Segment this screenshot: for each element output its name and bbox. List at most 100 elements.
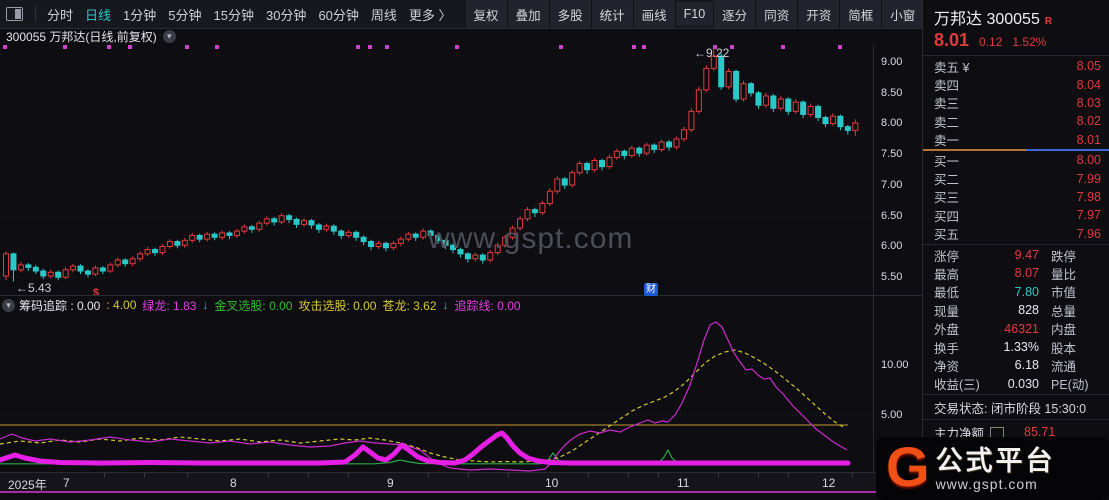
candle-up: [762, 92, 769, 108]
candle-up: [509, 225, 516, 240]
date-label-10: 10: [545, 476, 559, 490]
bid-queue: 买一 8.00 买二 7.99 买三 7.98 买四 7.97 买五 7.96: [923, 151, 1109, 243]
axis-tick: [104, 473, 105, 477]
ask-row[interactable]: 卖二 8.02: [923, 112, 1109, 130]
candle-down: [599, 158, 605, 171]
price-tick-6.50: 6.50: [881, 210, 903, 222]
info-row[interactable]: 最低 7.80 市值: [923, 283, 1109, 301]
menu-item-周线[interactable]: 周线: [370, 7, 397, 23]
ask-row[interactable]: 卖三 8.03: [923, 94, 1109, 112]
bid-row[interactable]: 买二 7.99: [923, 169, 1109, 188]
candle-down: [40, 268, 47, 280]
bid-row[interactable]: 买三 7.98: [923, 188, 1109, 206]
menu-item-15分钟[interactable]: 15分钟: [213, 7, 254, 23]
bid-row-label: 买五: [934, 228, 960, 243]
bid-row[interactable]: 买四 7.97: [923, 206, 1109, 224]
candle-up: [420, 228, 427, 240]
candle-down: [442, 238, 449, 249]
ask-row[interactable]: 卖五 ¥ 8.05: [923, 57, 1109, 75]
info-row[interactable]: 涨停 9.47 跌停: [923, 246, 1109, 264]
panel-divider: [0, 295, 922, 296]
menu-button-小窗[interactable]: 小窗: [882, 0, 922, 28]
candle-down: [621, 149, 628, 160]
candle-down: [531, 207, 538, 217]
main-candlestick-chart[interactable]: ←5.43 ←9.22 $: [0, 45, 873, 295]
menu-button-开资[interactable]: 开资: [798, 0, 841, 28]
menu-button-简框[interactable]: 简框: [840, 0, 883, 28]
r-badge: R: [1044, 16, 1053, 27]
candle-up: [725, 68, 732, 90]
candle-up: [233, 228, 240, 238]
bid-row-label: 买一: [934, 154, 960, 169]
info-row[interactable]: 最高 8.07 量比: [923, 264, 1109, 282]
info-row-label2: PE(动): [1051, 378, 1089, 393]
menu-button-逐分[interactable]: 逐分: [714, 0, 757, 28]
stock-name-code: 万邦达 300055: [934, 11, 1040, 28]
watermark: www.gspt.com: [428, 222, 634, 255]
info-row[interactable]: 收益(三) 0.030 PE(动): [923, 375, 1109, 393]
candle-up: [546, 188, 553, 206]
logo-url: www.gspt.com: [935, 475, 1038, 492]
menu-item-1分钟[interactable]: 1分钟: [123, 7, 157, 23]
menu-button-叠加[interactable]: 叠加: [507, 0, 550, 28]
menu-button-同资[interactable]: 同资: [756, 0, 799, 28]
date-label-8: 8: [230, 476, 237, 490]
ask-row[interactable]: 卖一 8.01: [923, 131, 1109, 149]
axis-tick: [758, 473, 759, 477]
window-layout-icon[interactable]: [6, 7, 23, 21]
period-menu-group: 分时 日线 1分钟 5分钟 15分钟 30分钟 60分钟 周线 更多 〉: [41, 5, 458, 24]
info-row[interactable]: 换手 1.33% 股本: [923, 338, 1109, 356]
candle-down: [815, 104, 822, 122]
info-row-label2: 总量: [1051, 304, 1077, 319]
menu-button-多股[interactable]: 多股: [549, 0, 592, 28]
info-row[interactable]: 净资 6.18 流通: [923, 356, 1109, 374]
price-tick-7.50: 7.50: [881, 148, 903, 160]
logo-g-icon: G: [886, 434, 930, 498]
menu-button-复权[interactable]: 复权: [465, 0, 508, 28]
candle-up: [375, 240, 382, 249]
axis-tick: [308, 473, 309, 477]
menu-item-日线[interactable]: 日线: [85, 7, 112, 23]
stock-info-rows: 涨停 9.47 跌停 最高 8.07 量比 最低 7.80 市值 现量 828 总量 外盘 46321 内盘…: [923, 246, 1109, 393]
candle-up: [107, 262, 114, 273]
axis-tick: [658, 473, 659, 477]
candle-down: [55, 270, 62, 281]
candle-up: [494, 242, 501, 256]
info-row-label2: 股本: [1051, 341, 1077, 356]
candle-up: [554, 176, 561, 194]
menu-button-F10[interactable]: F10: [675, 2, 715, 26]
price-tick-5.50: 5.50: [881, 271, 903, 283]
chevron-down-icon[interactable]: ▾: [162, 30, 176, 43]
menu-item-分时[interactable]: 分时: [47, 7, 74, 23]
menu-button-画线[interactable]: 画线: [633, 0, 676, 28]
bid-row[interactable]: 买一 8.00: [923, 151, 1109, 169]
bid-row[interactable]: 买五 7.96: [923, 225, 1109, 243]
ask-row[interactable]: 卖四 8.04: [923, 75, 1109, 94]
signal-dot: [642, 45, 646, 49]
candle-up: [517, 216, 524, 231]
date-label-2025年: 2025年: [8, 478, 47, 492]
signal-dot: [781, 45, 785, 49]
signal-dot: [559, 45, 563, 49]
candle-up: [129, 256, 136, 267]
menu-item-5分钟[interactable]: 5分钟: [168, 7, 202, 23]
menu-item-30分钟[interactable]: 30分钟: [265, 7, 307, 23]
info-row-label: 外盘: [934, 323, 960, 338]
info-row-label: 净资: [934, 359, 960, 374]
report-badge[interactable]: 财: [644, 283, 658, 296]
candle-down: [382, 241, 389, 252]
info-row[interactable]: 外盘 46321 内盘: [923, 319, 1109, 338]
info-row[interactable]: 现量 828 总量: [923, 301, 1109, 319]
menu-button-统计[interactable]: 统计: [591, 0, 634, 28]
gspt-logo[interactable]: G 公式平台 www.gspt.com: [876, 437, 1109, 500]
menu-item-更多 〉[interactable]: 更多 〉: [408, 7, 452, 23]
indicator-token-6: 苍龙: 3.62: [382, 298, 437, 313]
candle-up: [390, 240, 397, 251]
candle-up: [323, 223, 330, 232]
indicator-chart[interactable]: [0, 315, 873, 472]
collapse-icon[interactable]: ▾: [2, 298, 15, 312]
indicator-tick-5.00: 5.00: [881, 409, 903, 421]
signal-dot: [63, 45, 67, 49]
menu-item-60分钟[interactable]: 60分钟: [318, 7, 359, 23]
candle-down: [25, 263, 32, 272]
